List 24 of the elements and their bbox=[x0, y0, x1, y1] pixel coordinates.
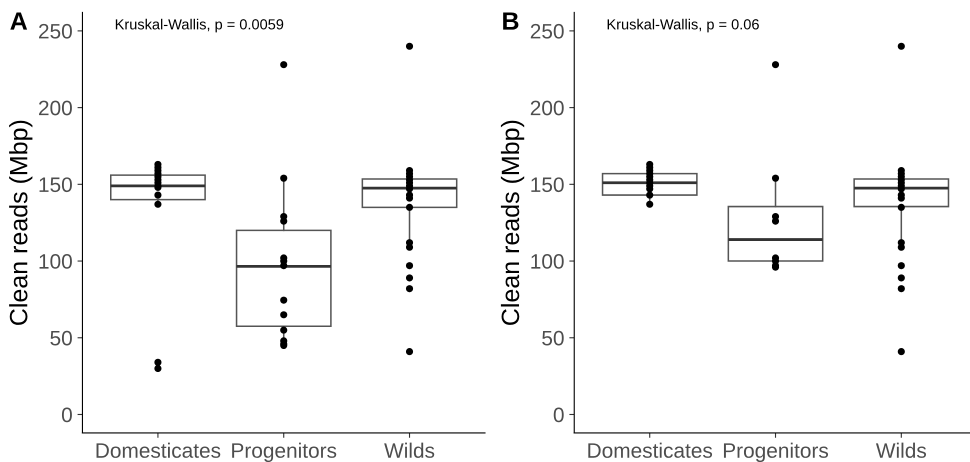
chart-title: A bbox=[10, 12, 28, 30]
y-tick-label: 200 bbox=[530, 100, 564, 116]
y-axis-title: Clean reads (Mbp) bbox=[500, 120, 524, 325]
y-tick-label: 0 bbox=[554, 407, 564, 422]
y-tick-label: 250 bbox=[39, 24, 72, 39]
y-tick-label: 100 bbox=[531, 254, 564, 269]
chart-title: B bbox=[503, 12, 518, 30]
y-tick-label: 200 bbox=[39, 100, 72, 116]
y-tick-label: 250 bbox=[530, 24, 564, 39]
y-tick-label: 100 bbox=[40, 254, 72, 269]
y-axis-title: Clean reads (Mbp) bbox=[9, 120, 32, 325]
annotation: Kruskal-Wallis, p = 0.0059 bbox=[116, 18, 284, 32]
y-tick-label: 150 bbox=[531, 177, 564, 192]
x-tick-label: Wilds bbox=[876, 442, 926, 458]
y-tick-label: 0 bbox=[62, 407, 72, 422]
x-tick-label: Progenitors bbox=[232, 442, 336, 462]
x-tick-label: Wilds bbox=[384, 442, 434, 458]
x-tick-label: Domesticates bbox=[96, 442, 220, 458]
y-tick-label: 50 bbox=[542, 330, 564, 346]
x-tick-label: Domesticates bbox=[588, 442, 712, 458]
y-tick-label: 150 bbox=[40, 177, 72, 192]
y-tick-label: 50 bbox=[50, 330, 72, 346]
x-tick-label: Progenitors bbox=[724, 442, 828, 462]
annotation: Kruskal-Wallis, p = 0.06 bbox=[608, 18, 759, 32]
